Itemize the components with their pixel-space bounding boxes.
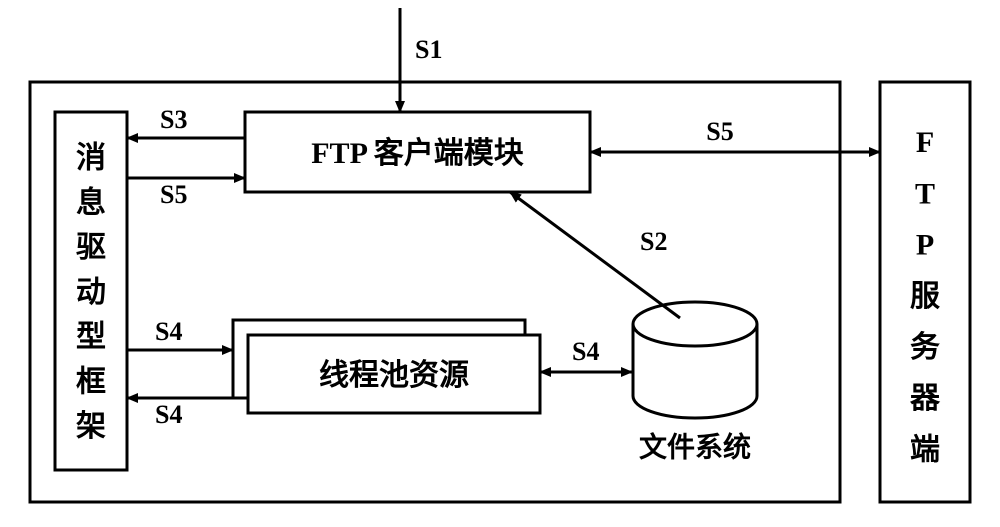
edge-label-s1_in: S1 [415, 35, 442, 64]
ftp-client-text: FTP 客户端模块 [311, 136, 524, 170]
edge-label-s5_right: S5 [706, 117, 733, 146]
edge-label-s4_top: S4 [155, 317, 182, 346]
msg-framework-text: 动 [76, 276, 106, 309]
edge-label-s5_left: S5 [160, 180, 187, 209]
msg-framework-text: 框 [76, 365, 106, 398]
ftp-server-text: 端 [910, 433, 940, 466]
edge-label-s3: S3 [160, 105, 187, 134]
msg-framework-text: 架 [76, 410, 106, 443]
ftp-server-text: F [916, 126, 934, 159]
ftp-server-text: 服 [910, 280, 941, 313]
edge-label-s4_bot: S4 [155, 400, 182, 429]
filesystem-cylinder-top [633, 302, 757, 346]
edge-label-s4_right: S4 [572, 337, 599, 366]
filesystem-cylinder [633, 324, 757, 418]
ftp-server-text: 器 [909, 382, 941, 415]
ftp-server-text: P [916, 229, 934, 262]
ftp-server-text: 务 [910, 331, 940, 364]
msg-framework-text: 型 [76, 321, 106, 354]
msg-framework-text: 驱 [76, 231, 106, 264]
ftp-server-text: T [915, 177, 935, 210]
msg-framework-text: 消 [76, 142, 106, 175]
msg-framework-text: 息 [76, 185, 106, 219]
thread-pool-text: 线程池资源 [319, 359, 469, 392]
filesystem-caption: 文件系统 [639, 430, 751, 463]
edge-label-s2: S2 [640, 227, 667, 256]
